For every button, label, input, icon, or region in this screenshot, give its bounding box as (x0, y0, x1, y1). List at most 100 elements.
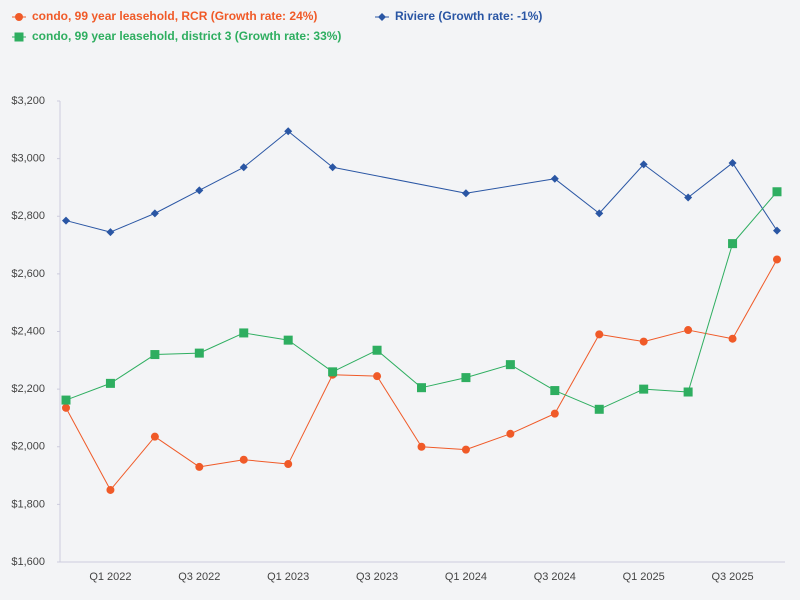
point (373, 372, 382, 381)
point (284, 127, 293, 136)
line-segment (643, 329, 689, 343)
line-segment (465, 364, 511, 379)
line-segment (199, 332, 244, 354)
point (772, 187, 782, 197)
point (773, 255, 781, 264)
point (773, 226, 781, 235)
y-tick-label: $2,400 (11, 325, 45, 337)
y-tick-label: $3,000 (11, 153, 45, 165)
y-tick-label: $3,200 (11, 95, 45, 107)
point (150, 209, 159, 218)
x-tick-label: Q1 2022 (89, 571, 131, 583)
line-segment (110, 354, 156, 384)
line-segment (287, 130, 333, 168)
y-tick-label: $1,600 (11, 556, 45, 568)
point (684, 193, 693, 202)
point (594, 404, 604, 414)
line-segment (465, 178, 555, 194)
point (550, 386, 560, 396)
x-tick-label: Q3 2023 (356, 571, 398, 583)
point (372, 345, 382, 355)
point (62, 403, 70, 412)
y-tick-label: $2,200 (11, 383, 45, 395)
point (417, 383, 426, 393)
point (150, 350, 160, 360)
line-segment (465, 433, 511, 451)
point (683, 387, 693, 397)
line-segment (643, 163, 689, 198)
line-segment (732, 191, 778, 244)
point (328, 163, 337, 172)
line-segment (199, 166, 244, 191)
line-segment (599, 388, 644, 410)
point (106, 228, 115, 237)
point (417, 442, 426, 451)
point (150, 432, 159, 441)
point (461, 189, 470, 198)
y-tick-label: $2,600 (11, 268, 45, 280)
line-segment (65, 220, 111, 233)
line-segment (732, 259, 778, 339)
line-segment (554, 334, 600, 414)
line-segment (110, 212, 156, 233)
legend-label: Riviere (Growth rate: -1%) (395, 9, 542, 23)
y-tick-label: $2,800 (11, 210, 45, 222)
x-tick-label: Q1 2023 (267, 571, 309, 583)
point (639, 384, 649, 394)
y-tick-label: $2,000 (11, 441, 45, 453)
line-segment (510, 413, 556, 435)
legend-label: condo, 99 year leasehold, district 3 (Gr… (32, 29, 341, 43)
point (378, 13, 386, 21)
point (195, 462, 204, 471)
x-tick-label: Q3 2022 (178, 571, 220, 583)
line-segment (554, 390, 600, 410)
x-tick-label: Q1 2024 (445, 571, 487, 583)
point (195, 186, 204, 195)
point (595, 209, 604, 218)
line-segment (243, 459, 289, 465)
point (106, 485, 115, 494)
line-segment (687, 162, 733, 198)
line-segment (421, 377, 467, 389)
point (461, 445, 470, 454)
line-segment (154, 352, 200, 356)
point (506, 429, 515, 438)
x-tick-label: Q3 2024 (534, 571, 576, 583)
x-tick-label: Q3 2025 (711, 571, 753, 583)
point (239, 455, 248, 464)
line-segment (599, 333, 644, 343)
point (15, 13, 23, 21)
line-segment (510, 364, 556, 391)
line-segment (110, 436, 156, 491)
line-segment (332, 374, 378, 377)
point (505, 360, 515, 370)
line-segment (376, 349, 422, 389)
point (728, 239, 738, 249)
line-segment (643, 388, 689, 393)
line-segment (376, 375, 422, 448)
point (328, 367, 338, 377)
line-segment (287, 374, 334, 465)
point (461, 373, 471, 383)
line-segment (287, 339, 333, 373)
line-segment (199, 459, 244, 468)
line-segment (65, 407, 111, 491)
line-segment (732, 162, 778, 231)
line-segment (243, 332, 289, 341)
point (595, 330, 604, 339)
y-tick-label: $1,800 (11, 498, 45, 510)
line-segment (421, 446, 466, 451)
point (61, 395, 71, 405)
line-segment (154, 189, 200, 214)
point (194, 348, 204, 358)
point (14, 32, 24, 42)
point (239, 328, 249, 338)
point (105, 378, 115, 388)
point (62, 216, 70, 225)
point (684, 326, 693, 335)
point (239, 163, 248, 172)
line-segment (332, 166, 467, 194)
line-segment (65, 382, 111, 401)
line-segment (154, 436, 200, 468)
